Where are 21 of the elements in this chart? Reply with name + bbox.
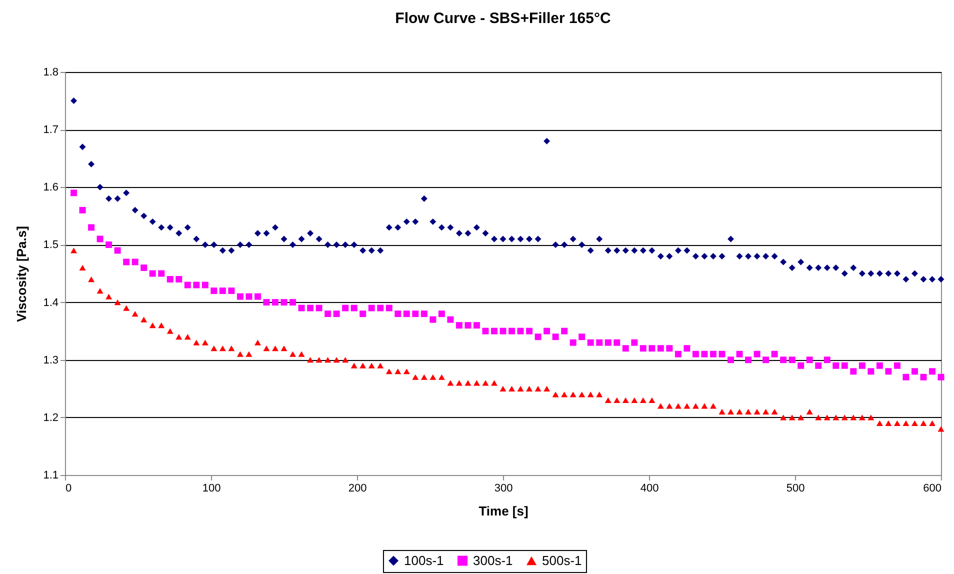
legend-label: 100s-1 [404,552,444,568]
x-tick-label: 100 [202,482,221,494]
y-tick-label: 1.4 [43,296,58,309]
y-axis-title: Viscosity [Pa.s] [14,226,30,322]
x-axis-title: Time [s] [478,504,528,518]
x-tick-label: 400 [640,482,659,494]
x-tick-label: 600 [923,482,942,494]
y-tick-label: 1.1 [43,470,58,482]
x-tick-label: 500 [786,482,805,494]
x-tick-label: 300 [494,482,513,494]
chart-title: Flow Curve - SBS+Filler 165°C [395,10,611,27]
y-tick-label: 1.3 [43,354,58,366]
y-tick-label: 1.8 [43,66,58,78]
legend-label: 300s-1 [473,552,513,568]
y-tick-label: 1.2 [43,412,58,424]
y-tick-label: 1.6 [43,182,58,194]
y-tick-label: 1.7 [43,124,58,136]
x-tick-label: 200 [348,482,367,494]
legend-label: 500s-1 [542,552,582,568]
y-tick-label: 1.5 [43,239,58,252]
x-tick-label: 0 [66,482,72,494]
